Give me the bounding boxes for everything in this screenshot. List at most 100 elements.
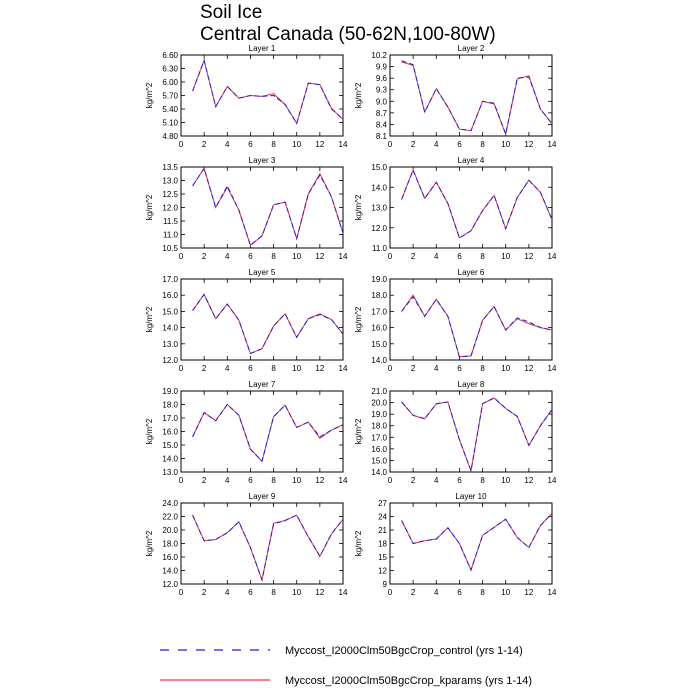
series-line-control xyxy=(192,293,344,355)
y-tick-label: 14.0 xyxy=(162,455,178,464)
x-tick-label: 4 xyxy=(434,364,439,373)
y-tick-label: 22.0 xyxy=(162,513,178,522)
y-axis-label: kg/m^2 xyxy=(145,530,154,556)
panel-title: Layer 2 xyxy=(458,44,485,53)
series-line-control xyxy=(192,514,344,582)
series-line-control xyxy=(401,168,553,239)
chart-panel-7: Layer 7 kg/m^2 13.0 14.0 15.0 16.0 17.0 18.0 19.… xyxy=(145,380,348,485)
x-tick-label: 14 xyxy=(339,252,348,261)
x-tick-label: 6 xyxy=(457,252,462,261)
y-tick-label: 19.0 xyxy=(371,410,387,419)
x-tick-label: 4 xyxy=(434,252,439,261)
x-tick-label: 6 xyxy=(248,140,253,149)
panel-title: Layer 4 xyxy=(458,156,485,165)
x-tick-label: 14 xyxy=(339,364,348,373)
series-line-kparams xyxy=(401,513,553,572)
y-tick-label: 20.0 xyxy=(371,399,387,408)
y-tick-label: 12 xyxy=(378,567,387,576)
panel-title: Layer 10 xyxy=(455,492,487,501)
y-tick-label: 12.0 xyxy=(162,356,178,365)
x-tick-label: 12 xyxy=(315,252,324,261)
y-tick-label: 13.0 xyxy=(162,177,178,186)
y-tick-label: 16.0 xyxy=(162,428,178,437)
series-line-control xyxy=(401,513,553,572)
x-tick-label: 10 xyxy=(292,588,301,597)
chart-panel-9: Layer 9 kg/m^2 12.0 14.0 16.0 18.0 20.0 22.0 24.… xyxy=(145,492,348,597)
x-tick-label: 14 xyxy=(548,364,557,373)
x-tick-label: 4 xyxy=(434,588,439,597)
y-tick-label: 11.0 xyxy=(372,244,388,253)
y-tick-label: 6.00 xyxy=(162,78,178,87)
x-tick-label: 6 xyxy=(457,476,462,485)
y-tick-label: 14.0 xyxy=(371,356,387,365)
series-line-control xyxy=(192,58,344,125)
y-tick-label: 17.0 xyxy=(162,275,178,284)
y-tick-label: 5.40 xyxy=(162,105,178,114)
x-tick-label: 0 xyxy=(179,140,184,149)
y-tick-label: 15.0 xyxy=(371,340,387,349)
x-tick-label: 2 xyxy=(202,140,207,149)
x-tick-label: 4 xyxy=(434,140,439,149)
y-tick-label: 18 xyxy=(378,540,387,549)
x-tick-label: 12 xyxy=(315,476,324,485)
y-tick-label: 14.0 xyxy=(371,183,387,192)
y-tick-label: 17.0 xyxy=(162,414,178,423)
y-tick-label: 10.2 xyxy=(371,51,387,60)
x-tick-label: 12 xyxy=(315,588,324,597)
chart-panel-4: Layer 4 kg/m^2 11.0 12.0 13.0 14.0 15.0 0 2 4 6 8 10… xyxy=(354,156,557,261)
y-tick-label: 9.6 xyxy=(376,74,388,83)
y-tick-label: 15 xyxy=(378,553,387,562)
series-line-kparams xyxy=(401,61,553,136)
x-tick-label: 2 xyxy=(411,476,416,485)
y-tick-label: 8.1 xyxy=(376,132,388,141)
panel-title: Layer 8 xyxy=(458,380,485,389)
x-tick-label: 0 xyxy=(388,364,393,373)
series-line-kparams xyxy=(401,294,553,358)
x-tick-label: 2 xyxy=(202,476,207,485)
y-tick-label: 4.80 xyxy=(162,132,178,141)
y-tick-label: 21 xyxy=(378,526,387,535)
plot-frame xyxy=(180,502,344,585)
y-tick-label: 24.0 xyxy=(162,499,178,508)
y-tick-label: 6.60 xyxy=(162,51,178,60)
y-tick-label: 15.0 xyxy=(371,163,387,172)
y-axis-label: kg/m^2 xyxy=(354,530,363,556)
y-tick-label: 13.5 xyxy=(162,163,178,172)
x-tick-label: 6 xyxy=(457,364,462,373)
panel-title: Layer 7 xyxy=(249,380,276,389)
y-tick-label: 18.0 xyxy=(162,401,178,410)
x-tick-label: 8 xyxy=(480,140,485,149)
x-tick-label: 4 xyxy=(225,364,230,373)
y-tick-label: 10.5 xyxy=(162,244,178,253)
y-tick-label: 5.10 xyxy=(162,119,178,128)
panel-title: Layer 6 xyxy=(458,268,485,277)
y-axis-label: kg/m^2 xyxy=(145,418,154,444)
x-tick-label: 6 xyxy=(248,252,253,261)
y-tick-label: 16.0 xyxy=(162,553,178,562)
plot-frame xyxy=(389,390,553,473)
x-tick-label: 4 xyxy=(225,476,230,485)
x-tick-label: 4 xyxy=(225,252,230,261)
x-tick-label: 14 xyxy=(339,140,348,149)
x-tick-label: 12 xyxy=(315,140,324,149)
y-axis-label: kg/m^2 xyxy=(145,194,154,220)
plot-frame xyxy=(389,54,553,137)
y-tick-label: 12.0 xyxy=(162,204,178,213)
y-tick-label: 8.7 xyxy=(376,109,388,118)
chart-panel-8: Layer 8 kg/m^2 14.0 15.0 16.0 17.0 18.0 19.0 20.… xyxy=(354,380,557,485)
y-tick-label: 14.0 xyxy=(162,567,178,576)
x-tick-label: 10 xyxy=(501,588,510,597)
x-tick-label: 12 xyxy=(524,588,533,597)
series-line-kparams xyxy=(192,514,344,582)
plot-frame xyxy=(389,278,553,361)
chart-subtitle: Central Canada (50-62N,100-80W) xyxy=(200,24,496,45)
y-tick-label: 20.0 xyxy=(162,526,178,535)
y-tick-label: 12.0 xyxy=(162,580,178,589)
y-tick-label: 18.0 xyxy=(162,540,178,549)
y-tick-label: 16.0 xyxy=(371,445,387,454)
y-tick-label: 11.5 xyxy=(163,217,179,226)
series-line-control xyxy=(192,403,344,463)
y-tick-label: 15.0 xyxy=(162,441,178,450)
x-tick-label: 2 xyxy=(202,252,207,261)
